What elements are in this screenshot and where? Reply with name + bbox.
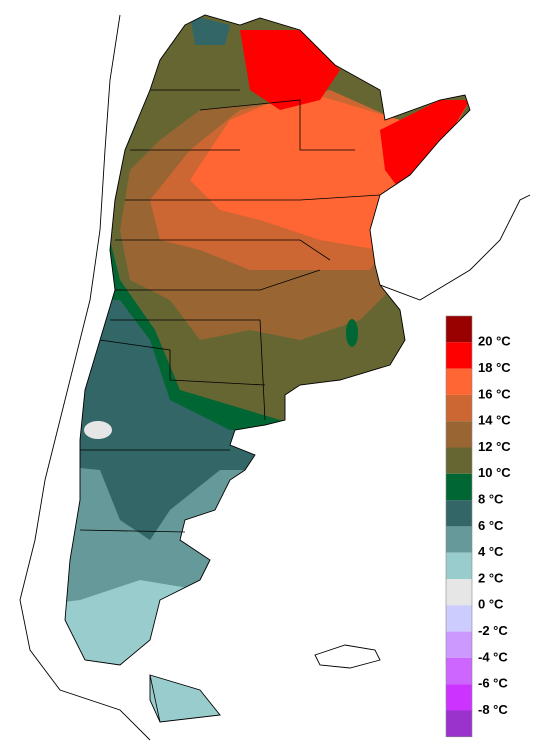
legend-label: 0 °C [478,597,504,612]
legend-label: 18 °C [478,360,511,375]
legend-label: 20 °C [478,334,511,349]
legend: 20 °C 18 °C 16 °C 14 °C 12 °C 10 °C 8 °C 6 °C 4 … [445,315,511,738]
legend-label: -4 °C [478,649,508,664]
legend-swatch [446,605,472,632]
legend-frame [445,315,473,738]
legend-swatch [446,316,472,343]
legend-label: 12 °C [478,439,511,454]
legend-label: 6 °C [478,518,504,533]
legend-label: 8 °C [478,492,504,507]
legend-swatch [446,394,472,422]
legend-label: 14 °C [478,413,511,428]
legend-swatch [446,368,472,395]
legend-swatch [446,631,472,658]
legend-swatch [446,421,472,448]
legend-swatch [446,657,472,685]
legend-label: 10 °C [478,465,511,480]
legend-swatch [446,552,472,579]
legend-swatch [446,684,472,711]
legend-swatch [446,710,472,737]
borders [19,14,531,741]
legend-swatch [446,473,472,501]
legend-swatch [446,447,472,474]
legend-label: -8 °C [478,702,508,717]
legend-label: -6 °C [478,676,508,691]
legend-swatch [446,526,472,553]
legend-swatch [446,342,472,369]
legend-label: 16 °C [478,386,511,401]
legend-swatch [446,579,472,606]
legend-label: -2 °C [478,623,508,638]
legend-label: 2 °C [478,570,504,585]
legend-swatch [446,500,472,527]
legend-label: 4 °C [478,544,504,559]
